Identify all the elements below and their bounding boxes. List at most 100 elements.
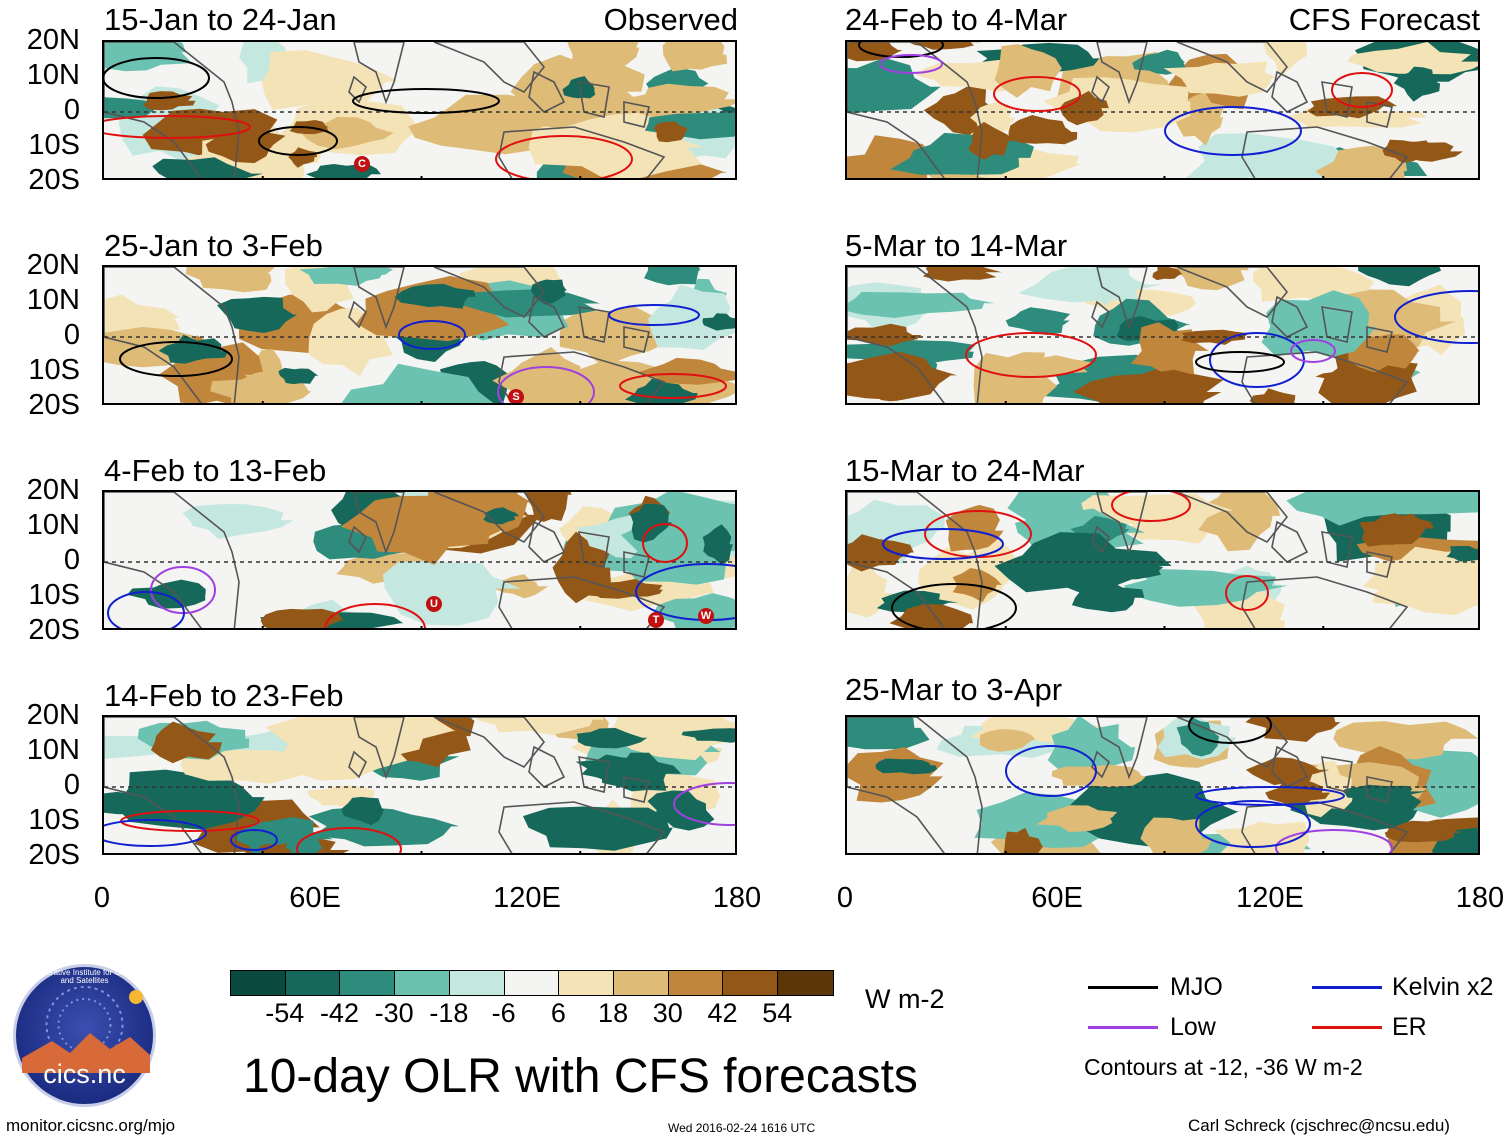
coastline [847, 492, 983, 628]
wave-contour [104, 57, 210, 99]
legend-label-low: Low [1170, 1013, 1216, 1041]
storm-marker: C [354, 156, 370, 172]
olr-anomaly-patch [1372, 572, 1478, 616]
olr-anomaly-patch [523, 806, 673, 851]
coastline [104, 42, 240, 178]
coastline [498, 126, 666, 178]
wave-contour [858, 42, 944, 58]
coastline [1366, 326, 1393, 353]
lat-label-3-1: 10N [26, 734, 80, 766]
wave-contour [1111, 492, 1191, 522]
wave-contour [1331, 72, 1393, 108]
olr-strong-anomaly-patch [341, 796, 385, 826]
wave-contour [104, 819, 207, 847]
wave-contour [324, 603, 426, 628]
legend-line-er [1312, 1026, 1382, 1029]
olr-anomaly-patch [847, 351, 958, 401]
olr-anomaly-patch [945, 504, 1004, 552]
map-panel-left-0: C [102, 40, 737, 180]
legend-line-kelvin [1312, 986, 1382, 989]
colorbar-tick-3: -18 [429, 998, 469, 1028]
map-field [847, 492, 1478, 628]
main-title: 10-day OLR with CFS forecasts [243, 1050, 918, 1103]
panel-title-left-2: 4-Feb to 13-Feb [104, 453, 327, 488]
panel-title-right-1: 5-Mar to 14-Mar [845, 228, 1068, 263]
olr-anomaly-patch [973, 352, 1058, 403]
wave-contour [1275, 829, 1393, 853]
colorbar-swatch-8 [668, 971, 724, 995]
storm-marker: T [648, 612, 664, 628]
colorbar-tick-5: 6 [550, 998, 566, 1028]
olr-strong-anomaly-patch [681, 728, 735, 743]
colorbar [230, 970, 834, 996]
wave-contour [1290, 339, 1336, 363]
olr-strong-anomaly-patch [217, 296, 298, 333]
coastline [847, 267, 983, 403]
olr-anomaly-patch [1005, 307, 1071, 335]
lat-label-3-4: 20S [28, 839, 80, 871]
olr-strong-anomaly-patch [158, 334, 229, 364]
wave-contour [1188, 717, 1272, 744]
olr-strong-anomaly-patch [1249, 388, 1296, 403]
logo-text: cics.nc [43, 1059, 126, 1089]
coastline [1366, 101, 1393, 128]
lon-label-left-120e: 120E [493, 882, 561, 914]
lon-label-right-180: 180 [1455, 882, 1505, 914]
olr-anomaly-patch [234, 817, 334, 853]
wave-contour [993, 76, 1081, 112]
colorbar-swatch-0 [231, 971, 286, 995]
olr-anomaly-patch [644, 267, 701, 286]
wave-contour [1195, 786, 1345, 806]
lat-label-3-3: 10S [28, 804, 80, 836]
olr-anomaly-patch [1084, 267, 1138, 306]
olr-strong-anomaly-patch [562, 76, 596, 99]
wave-contour [879, 54, 943, 74]
olr-anomaly-patch [104, 791, 186, 815]
coastline [528, 520, 566, 563]
coastline [1091, 300, 1110, 329]
coastline [353, 492, 405, 555]
map-field [104, 717, 735, 853]
lat-label-1-1: 10N [26, 284, 80, 316]
colorbar-swatch-10 [778, 971, 833, 995]
map-panel-right-3 [845, 715, 1480, 855]
olr-anomaly-patch [1192, 582, 1285, 628]
wave-contour [258, 126, 338, 156]
colorbar-swatch-4 [449, 971, 505, 995]
forecast-label: CFS Forecast [1288, 2, 1480, 37]
footer-url: monitor.cicsnc.org/mjo [6, 1116, 176, 1135]
olr-strong-anomaly-patch [127, 579, 206, 609]
olr-anomaly-patch [662, 42, 728, 72]
coastline [353, 42, 405, 105]
coastline [1096, 42, 1148, 105]
olr-anomaly-patch [525, 492, 572, 522]
wave-contour [882, 528, 1004, 560]
olr-strong-anomaly-patch [1382, 139, 1432, 163]
lat-label-3-0: 20N [26, 699, 80, 731]
lat-label-2-2: 0 [63, 544, 80, 576]
olr-anomaly-patch [1333, 721, 1478, 760]
wave-contour [1005, 745, 1097, 797]
colorbar-tick-8: 42 [707, 998, 738, 1028]
lon-label-right-120e: 120E [1236, 882, 1304, 914]
wave-contour [1164, 106, 1302, 156]
coastline [353, 267, 405, 330]
olr-strong-anomaly-patch [1181, 329, 1249, 345]
lat-label-0-3: 10S [28, 129, 80, 161]
legend-label-mjo: MJO [1170, 973, 1223, 1001]
coastline [1091, 75, 1110, 104]
olr-anomaly-patch [567, 42, 640, 71]
coastline [1321, 756, 1353, 793]
olr-anomaly-patch [265, 717, 408, 781]
colorbar-swatch-1 [285, 971, 341, 995]
coastline [1096, 717, 1148, 780]
olr-strong-anomaly-patch [1315, 368, 1387, 385]
olr-strong-anomaly-patch [576, 728, 648, 749]
panel-title-right-3: 25-Mar to 3-Apr [845, 672, 1063, 707]
coastline [498, 801, 666, 853]
storm-marker: U [426, 596, 442, 612]
olr-anomaly-patch [476, 717, 604, 735]
olr-anomaly-patch [1214, 821, 1310, 853]
legend-line-low [1088, 1026, 1158, 1029]
olr-anomaly-patch [979, 729, 1036, 752]
